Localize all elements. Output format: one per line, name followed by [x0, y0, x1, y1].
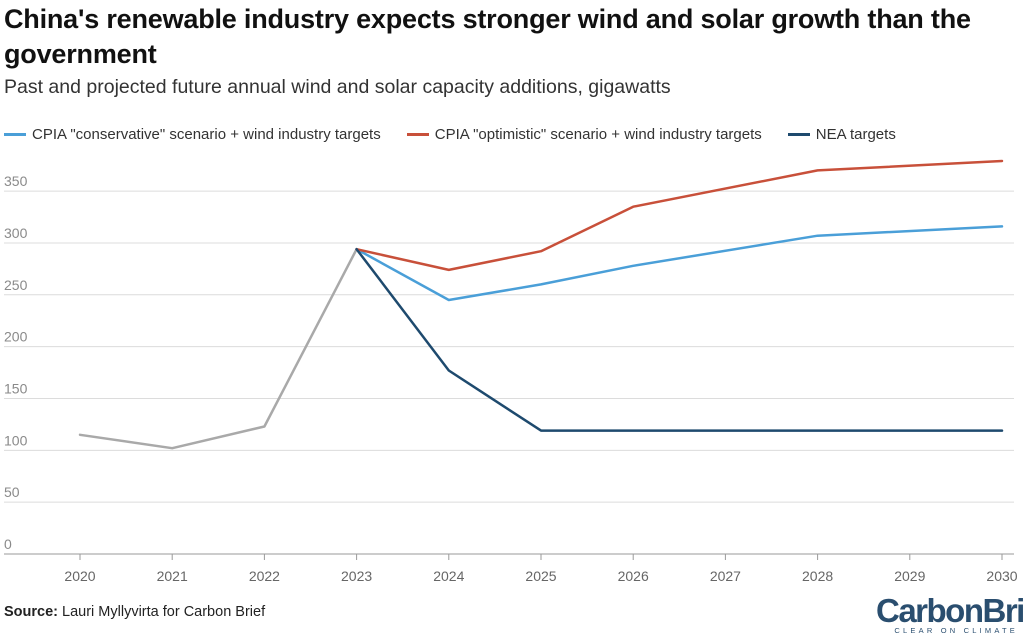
chart-title: China's renewable industry expects stron… [4, 4, 971, 69]
legend-item-nea: NEA targets [787, 126, 896, 143]
x-tick-label-2027: 2027 [710, 568, 741, 584]
x-tick-label-2022: 2022 [249, 568, 280, 584]
y-tick-label-300: 300 [4, 225, 28, 241]
legend-swatch-nea [787, 133, 810, 136]
chart-subtitle: Past and projected future annual wind an… [4, 76, 671, 98]
source-label: Source: [4, 604, 58, 620]
legend-swatch-optimistic [406, 133, 429, 136]
legend-label-nea: NEA targets [815, 126, 896, 143]
y-tick-label-350: 350 [4, 173, 28, 189]
series-line-nea-targets [355, 247, 1004, 432]
legend-swatch-conservative [4, 133, 26, 136]
x-tick-label-2021: 2021 [157, 568, 188, 584]
x-tick-label-2028: 2028 [802, 568, 833, 584]
y-tick-label-200: 200 [4, 329, 28, 345]
y-tick-label-100: 100 [4, 432, 28, 448]
x-tick-label-2025: 2025 [525, 568, 556, 584]
y-tick-label-250: 250 [4, 277, 28, 293]
legend-item-optimistic: CPIA "optimistic" scenario + wind indust… [406, 126, 762, 143]
y-tick-label-150: 150 [4, 380, 28, 396]
series-line-historical [78, 247, 358, 450]
series-line-cpia-optimistic-scenario-wind-industry-targets [355, 159, 1004, 272]
line-chart: 0 50 100 150 200 250 300 350 2020 2021 2022 2023 202… [4, 159, 1018, 584]
x-tick-label-2029: 2029 [894, 568, 925, 584]
x-tick-label-2030: 2030 [986, 568, 1017, 584]
series-line-cpia-conservative-scenario-wind-industry-targets [355, 225, 1004, 302]
legend-label-optimistic: CPIA "optimistic" scenario + wind indust… [434, 126, 762, 143]
x-tick-label-2026: 2026 [618, 568, 649, 584]
legend: CPIA "conservative" scenario + wind indu… [4, 126, 922, 143]
y-tick-label-50: 50 [4, 484, 20, 500]
legend-item-conservative: CPIA "conservative" scenario + wind indu… [4, 126, 381, 143]
logo-tagline: CLEAR ON CLIMATE [894, 626, 1018, 635]
x-tick-label-2023: 2023 [341, 568, 372, 584]
x-tick-label-2024: 2024 [433, 568, 464, 584]
y-tick-label-0: 0 [4, 536, 12, 552]
source-text: Lauri Myllyvirta for Carbon Brief [62, 604, 266, 620]
legend-label-conservative: CPIA "conservative" scenario + wind indu… [32, 126, 381, 143]
x-tick-label-2020: 2020 [64, 568, 95, 584]
source-note: Source: Lauri Myllyvirta for Carbon Brie… [4, 604, 265, 620]
